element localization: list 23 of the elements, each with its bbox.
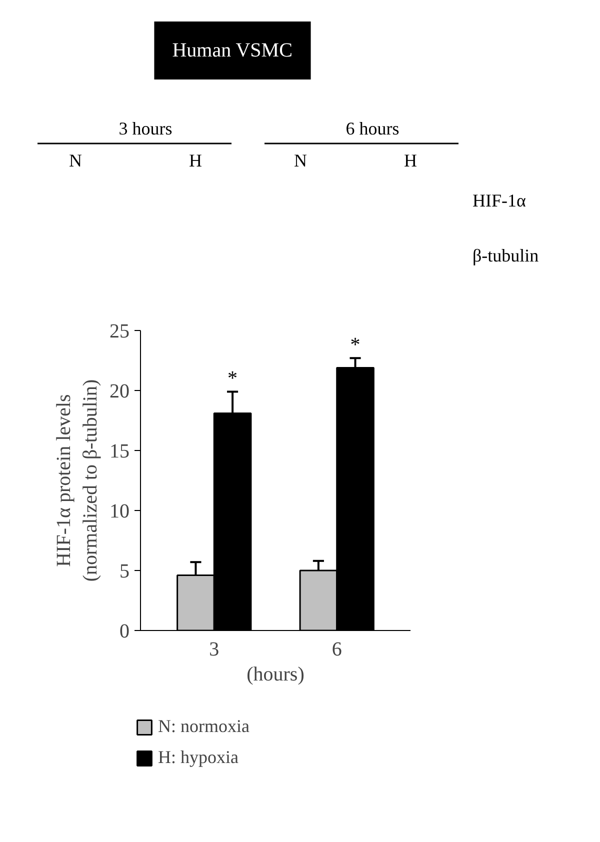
text: H <box>404 150 417 170</box>
annotation: * <box>350 334 360 356</box>
y-tick-label: 5 <box>120 560 130 582</box>
text: Human VSMC <box>172 40 292 62</box>
y-tick-label: 15 <box>110 440 130 462</box>
y-tick-label: 25 <box>110 320 130 342</box>
x-tick-label: 6 <box>332 638 342 660</box>
text: 6 hours <box>346 118 400 138</box>
y-axis-title: HIF-1α protein levels (normalized to β-tubulin) <box>53 379 102 582</box>
y-tick-label: 0 <box>120 620 130 642</box>
annotation: * <box>228 368 238 390</box>
text: 3 hours <box>118 118 172 138</box>
y-tick-label: 10 <box>110 500 130 522</box>
legend-label: H: hypoxia <box>158 747 238 768</box>
text: N <box>69 150 82 170</box>
y-tick-label: 20 <box>110 380 130 402</box>
text: N <box>294 150 307 170</box>
legend-label: N: normoxia <box>158 716 250 737</box>
x-tick-label: 3 <box>209 638 220 660</box>
text: H <box>189 150 202 170</box>
text: HIF-1α <box>472 190 526 210</box>
text: β-tubulin <box>472 246 539 266</box>
x-axis-title: (hours) <box>246 664 304 686</box>
